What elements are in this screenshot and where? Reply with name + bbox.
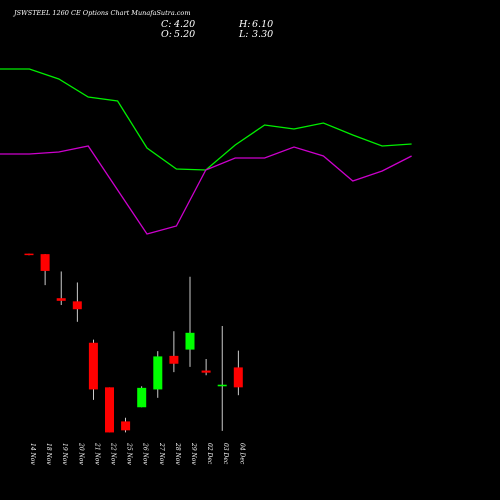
candle: [40, 254, 50, 286]
candle-body-down: [201, 370, 211, 373]
candle-body-down: [121, 421, 131, 431]
candle: [105, 387, 114, 433]
candle: [88, 339, 98, 400]
candle: [169, 331, 179, 373]
candle: [233, 350, 243, 396]
green-average-line: [0, 68, 412, 171]
x-tick-label: 03 Dec: [222, 443, 229, 465]
candle: [56, 271, 66, 306]
x-axis-labels: 14 Nov 18 Nov 19 Nov 20 Nov 21 Nov 22 Nov 25 N…: [29, 442, 245, 465]
low-label: L:: [238, 29, 249, 40]
candle-body-down: [40, 254, 50, 271]
open-label: O:: [161, 29, 172, 40]
candle: [24, 253, 34, 256]
low-value: 3.30: [252, 29, 273, 40]
close-value: 4.20: [173, 19, 195, 30]
x-tick-label: 25 Nov: [126, 442, 133, 465]
candle: [72, 282, 82, 322]
x-tick-label: 26 Nov: [142, 442, 149, 465]
candle-body-down: [24, 253, 34, 256]
candle: [121, 417, 131, 433]
x-tick-label: 27 Nov: [158, 442, 165, 465]
high-value: 6.10: [252, 19, 273, 30]
candle-body-down: [56, 298, 66, 301]
candle: [137, 386, 147, 408]
x-tick-label: 29 Nov: [190, 442, 197, 465]
candle-body-up: [153, 356, 163, 390]
candle: [185, 276, 195, 367]
candles: [24, 253, 243, 433]
candle-body-down: [88, 342, 98, 390]
x-tick-label: 19 Nov: [61, 443, 68, 465]
candle-body-down: [72, 301, 82, 310]
candle-body-up: [217, 384, 227, 387]
candle: [153, 351, 163, 398]
candle: [217, 325, 227, 431]
candle-body-down: [105, 387, 114, 433]
x-tick-label: 14 Nov: [29, 443, 36, 465]
candle-body-up: [137, 387, 147, 408]
open-value: 5.20: [174, 29, 195, 40]
close-label: C:: [161, 19, 171, 30]
chart-title: JSWSTEEL 1260 CE Options Chart MunafaSut…: [12, 9, 191, 17]
x-tick-label: 22 Nov: [110, 442, 117, 465]
x-tick-label: 04 Dec: [238, 443, 245, 465]
candle-body-down: [169, 355, 179, 364]
candle: [201, 359, 211, 376]
x-tick-label: 02 Dec: [206, 443, 213, 465]
x-tick-label: 18 Nov: [45, 443, 52, 465]
purple-average-line: [0, 145, 412, 235]
x-tick-label: 21 Nov: [93, 442, 100, 465]
ohlc-readout: C: 4.20 O: 5.20 H: 6.10 L: 3.30: [161, 19, 273, 40]
candle-body-down: [233, 367, 243, 388]
high-label: H:: [238, 19, 251, 30]
x-tick-label: 28 Nov: [174, 442, 181, 465]
x-tick-label: 20 Nov: [77, 442, 84, 465]
candle-body-up: [185, 332, 195, 350]
moving-average-lines: [0, 68, 412, 235]
